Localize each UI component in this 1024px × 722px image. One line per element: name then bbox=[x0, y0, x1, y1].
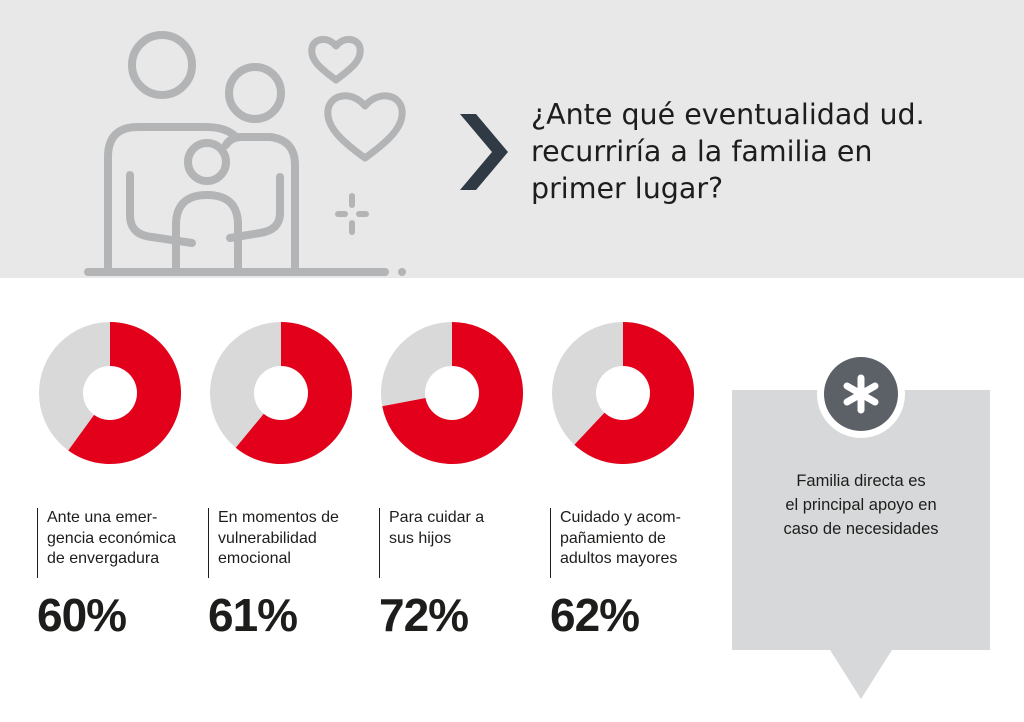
sparkle-icon bbox=[335, 193, 369, 235]
stat-description-line: gencia económica bbox=[47, 529, 176, 547]
stat-percentage: 60% bbox=[37, 589, 127, 641]
stat-description-line: emocional bbox=[218, 550, 291, 567]
donut-chart bbox=[210, 322, 352, 464]
question-line: recurriría a la familia en bbox=[531, 135, 873, 168]
dot-mark bbox=[398, 268, 406, 276]
question-line: primer lugar? bbox=[531, 172, 724, 205]
callout-line: Familia directa es bbox=[796, 472, 926, 490]
donut-chart bbox=[39, 322, 182, 464]
stat-description: Para cuidar a sus hijos bbox=[379, 508, 539, 578]
stat-description: Ante una emer- gencia económica de enver… bbox=[37, 508, 197, 578]
stat-description-line: Cuidado y acom- bbox=[560, 509, 681, 526]
heart-icon bbox=[308, 36, 406, 162]
stat-description-line: En momentos de bbox=[218, 509, 339, 526]
callout-box bbox=[732, 350, 990, 699]
donut-hole bbox=[83, 366, 137, 420]
family-outline-icon bbox=[84, 31, 406, 276]
donut-chart bbox=[381, 322, 524, 464]
stat-percentage: 61% bbox=[208, 589, 298, 641]
question-line: ¿Ante qué eventualidad ud. bbox=[531, 98, 925, 131]
stat-description: En momentos de vulnerabilidad emocional bbox=[208, 508, 368, 578]
chevron-right-icon bbox=[460, 114, 508, 190]
callout-line: el principal apoyo en bbox=[785, 496, 937, 514]
stat-description-line: Para cuidar a bbox=[389, 509, 485, 526]
stat-percentage: 72% bbox=[379, 589, 469, 641]
stat-description-line: Ante una emer- bbox=[47, 509, 158, 526]
callout-text: Familia directa es el principal apoyo en… bbox=[735, 469, 987, 541]
header-band bbox=[0, 0, 1024, 278]
stat-percentage: 62% bbox=[550, 589, 640, 641]
donut-hole bbox=[425, 366, 479, 420]
donut-chart bbox=[552, 322, 694, 464]
question-title: ¿Ante qué eventualidad ud. recurriría a … bbox=[531, 96, 971, 207]
callout-line: caso de necesidades bbox=[783, 520, 939, 538]
asterisk-icon bbox=[843, 374, 879, 414]
stat-description-line: sus hijos bbox=[389, 529, 452, 547]
stat-description-line: adultos mayores bbox=[560, 550, 678, 567]
stat-description: Cuidado y acom- pañamiento de adultos ma… bbox=[550, 508, 710, 578]
stat-description-line: de envergadura bbox=[47, 550, 160, 567]
stat-description-line: vulnerabilidad bbox=[218, 529, 317, 547]
donut-hole bbox=[596, 366, 650, 420]
donut-hole bbox=[254, 366, 308, 420]
stat-description-line: pañamiento de bbox=[560, 529, 666, 547]
